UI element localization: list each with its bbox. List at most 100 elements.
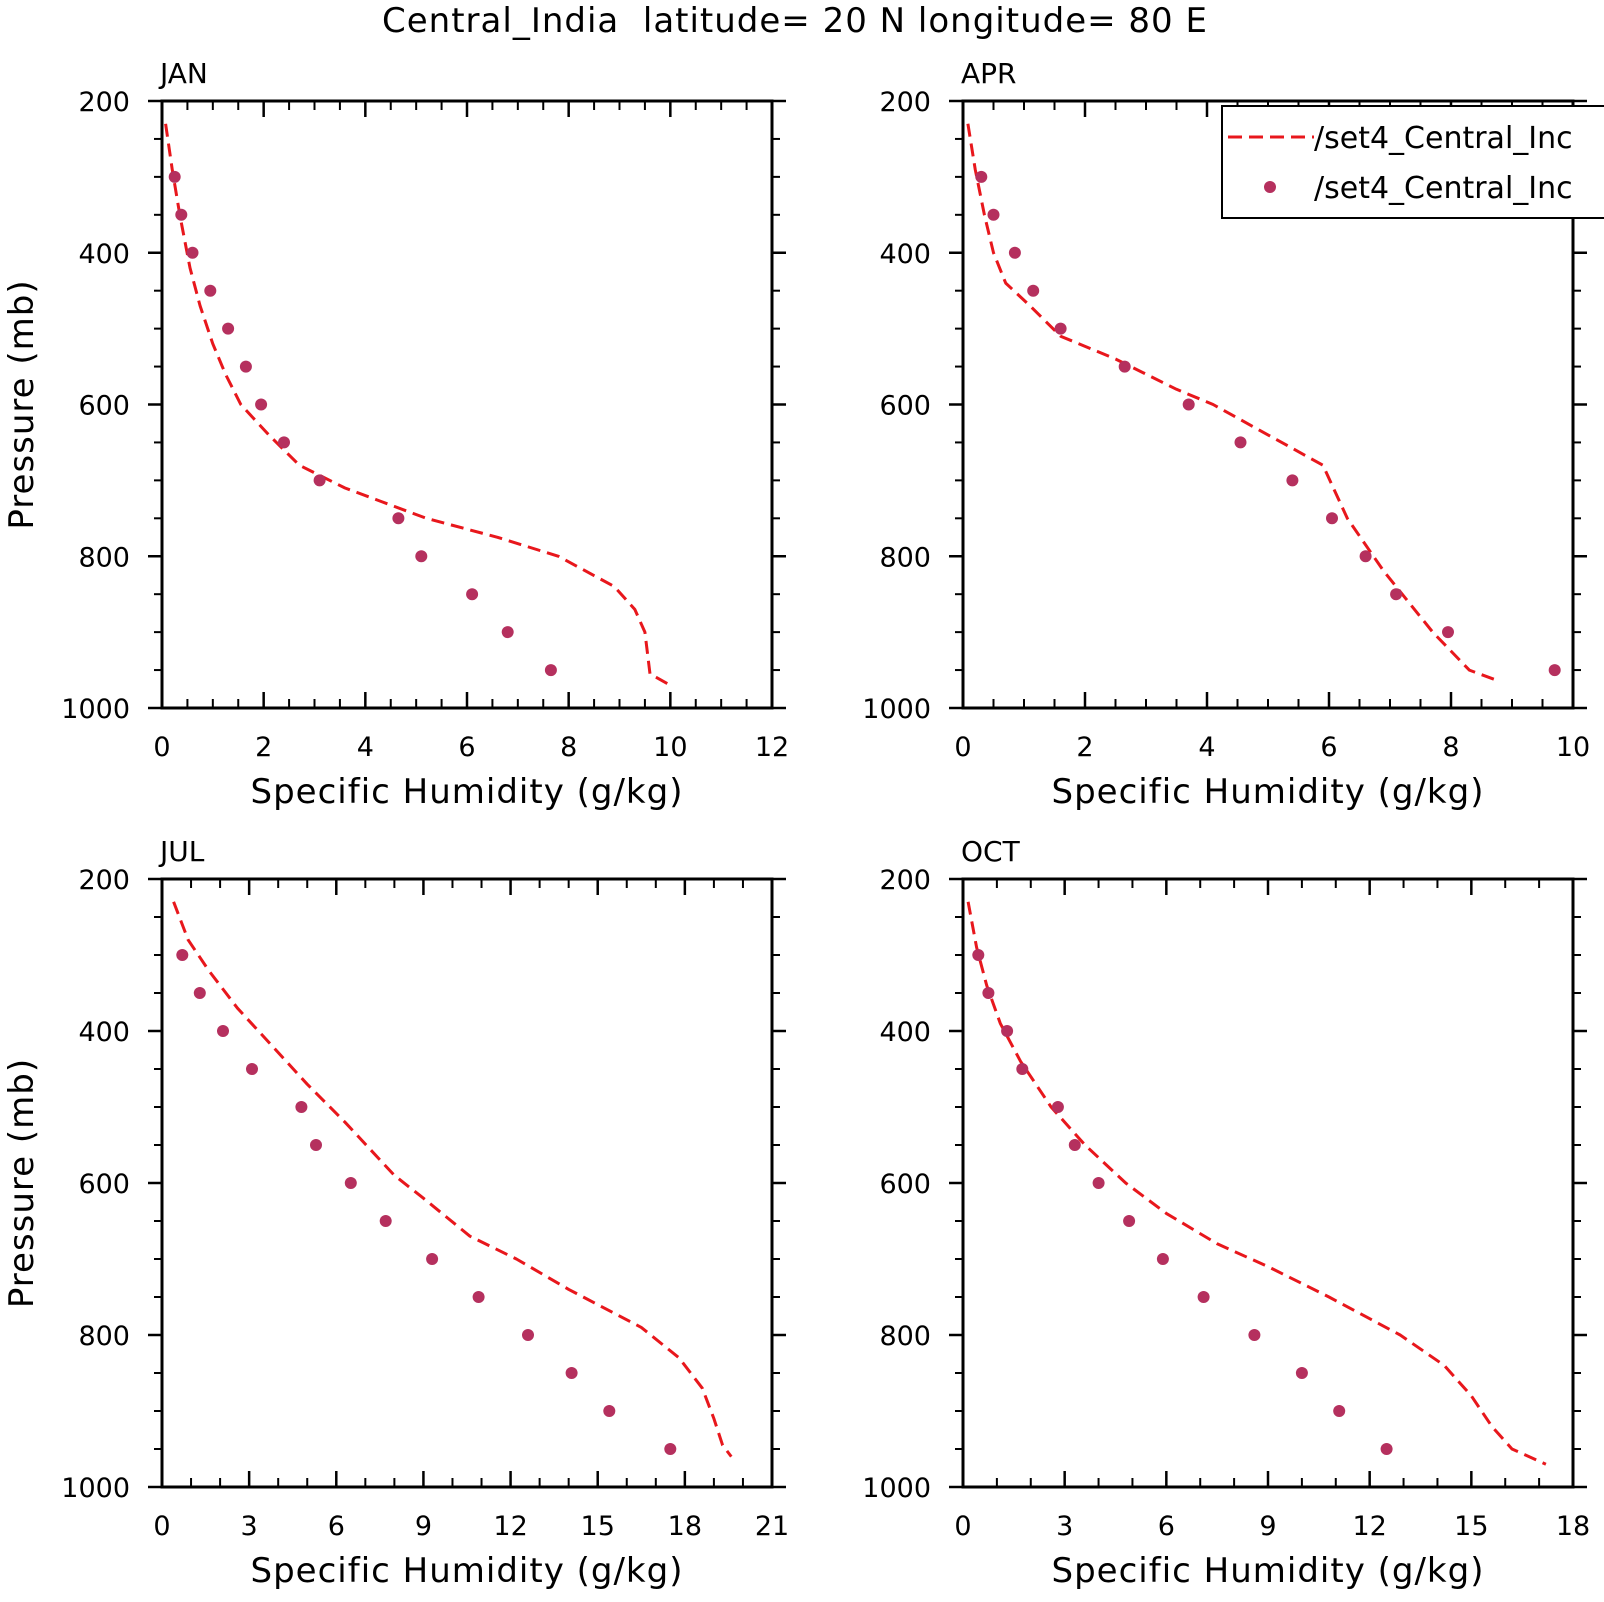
plot-frame (961, 877, 1575, 1489)
data-point-obs (222, 322, 235, 335)
y-tick-label: 200 (78, 865, 130, 896)
plot-frame (160, 877, 774, 1489)
x-tick-label: 6 (328, 1511, 345, 1542)
x-axis-label: Specific Humidity (g/kg) (251, 1551, 684, 1591)
x-tick-label: 0 (153, 1511, 170, 1542)
x-axis-label: Specific Humidity (g/kg) (1052, 1551, 1485, 1591)
data-point-obs (1051, 1101, 1064, 1113)
legend-box (1221, 105, 1604, 219)
legend-dot-label: /set4_Central_Inc (1314, 171, 1573, 206)
data-point-obs (1123, 1215, 1136, 1227)
x-tick-label: 2 (1076, 732, 1093, 763)
chart-panel-jul: 0 3 6 9 12 15 18 21 200 400 600 800 1000 JUL Specific … (2, 835, 789, 1591)
y-tick-label: 600 (78, 391, 130, 422)
data-point-obs (603, 1405, 616, 1417)
data-point-obs (344, 1177, 357, 1189)
x-tick-label: 12 (1352, 1511, 1386, 1542)
data-point-obs (1390, 588, 1403, 601)
y-tick-label: 600 (879, 1169, 931, 1200)
data-point-obs (1248, 1329, 1261, 1341)
data-point-obs (1068, 1139, 1081, 1151)
series-line-model (164, 123, 672, 687)
x-tick-label: 2 (255, 732, 272, 763)
data-point-obs (1234, 436, 1247, 449)
data-point-obs (204, 284, 217, 297)
legend: /set4_Central_Inc /set4_Central_Inc (1221, 105, 1604, 219)
data-point-obs (975, 170, 988, 183)
y-axis-label: Pressure (mb) (2, 1058, 42, 1308)
data-point-obs (466, 588, 479, 601)
x-tick-label: 6 (1320, 732, 1337, 763)
x-tick-label: 18 (1556, 1511, 1590, 1542)
data-point-obs (1027, 284, 1040, 297)
y-tick-label: 600 (78, 1169, 130, 1200)
y-tick-label: 200 (78, 87, 130, 118)
y-tick-label: 800 (879, 542, 931, 573)
y-tick-label: 600 (879, 391, 931, 422)
x-tick-label: 3 (241, 1511, 258, 1542)
figure-title: Central_India latitude= 20 N longitude= … (382, 1, 1208, 41)
legend-dot-swatch (1264, 181, 1276, 193)
x-tick-label: 4 (1198, 732, 1215, 763)
x-tick-label: 0 (954, 732, 971, 763)
chart-panel-oct: 0 3 6 9 12 15 18 200 400 600 800 1000 OCT Specific Hu… (862, 835, 1590, 1591)
data-point-obs (1001, 1025, 1014, 1037)
y-tick-label: 400 (879, 1017, 931, 1048)
data-point-obs (255, 398, 268, 411)
x-tick-label: 6 (1158, 1511, 1175, 1542)
x-tick-label: 18 (668, 1511, 702, 1542)
y-tick-label: 200 (879, 865, 931, 896)
series-line-model (966, 901, 1547, 1466)
data-point-obs (1380, 1443, 1393, 1455)
x-tick-label: 10 (653, 732, 687, 763)
data-point-obs (426, 1253, 439, 1265)
x-tick-label: 21 (755, 1511, 789, 1542)
x-tick-label: 4 (357, 732, 374, 763)
x-tick-label: 9 (415, 1511, 432, 1542)
y-tick-label: 1000 (61, 1473, 130, 1504)
x-tick-label: 12 (755, 732, 789, 763)
y-tick-label: 800 (78, 1321, 130, 1352)
data-point-obs (1333, 1405, 1346, 1417)
data-point-obs (313, 474, 326, 487)
data-point-obs (1182, 398, 1195, 411)
x-axis-label: Specific Humidity (g/kg) (251, 772, 684, 812)
data-point-obs (278, 436, 290, 449)
data-point-obs (972, 949, 985, 961)
legend-line-label: /set4_Central_Inc (1314, 121, 1573, 156)
x-axis-label: Specific Humidity (g/kg) (1052, 772, 1485, 812)
y-tick-label: 1000 (61, 694, 130, 725)
x-tick-label: 10 (1556, 732, 1590, 763)
data-point-obs (415, 550, 428, 563)
data-point-obs (1442, 626, 1454, 639)
data-point-obs (1008, 246, 1021, 259)
data-point-obs (1197, 1291, 1210, 1303)
x-tick-label: 9 (1259, 1511, 1276, 1542)
y-tick-label: 1000 (862, 1473, 931, 1504)
y-tick-label: 400 (879, 239, 931, 270)
x-tick-label: 6 (458, 732, 475, 763)
x-tick-label: 15 (1454, 1511, 1488, 1542)
data-point-obs (246, 1063, 258, 1075)
data-point-obs (544, 664, 557, 677)
data-point-obs (295, 1101, 308, 1113)
chart-panel-apr: 0 2 4 6 8 10 200 400 600 800 1000 APR Specific Humid… (862, 57, 1590, 812)
data-point-obs (565, 1367, 578, 1379)
y-tick-label: 1000 (862, 694, 931, 725)
data-point-obs (217, 1025, 229, 1037)
data-point-obs (186, 246, 199, 259)
data-point-obs (175, 208, 188, 221)
panel-label: JUL (158, 835, 205, 868)
plot-frame (160, 99, 774, 710)
data-point-obs (664, 1443, 677, 1455)
y-tick-label: 800 (879, 1321, 931, 1352)
data-point-obs (1548, 664, 1561, 677)
y-tick-label: 400 (78, 1017, 130, 1048)
data-point-obs (1286, 474, 1299, 487)
data-point-obs (1092, 1177, 1105, 1189)
x-tick-label: 8 (560, 732, 577, 763)
data-point-obs (176, 949, 189, 961)
data-point-obs (1156, 1253, 1169, 1265)
